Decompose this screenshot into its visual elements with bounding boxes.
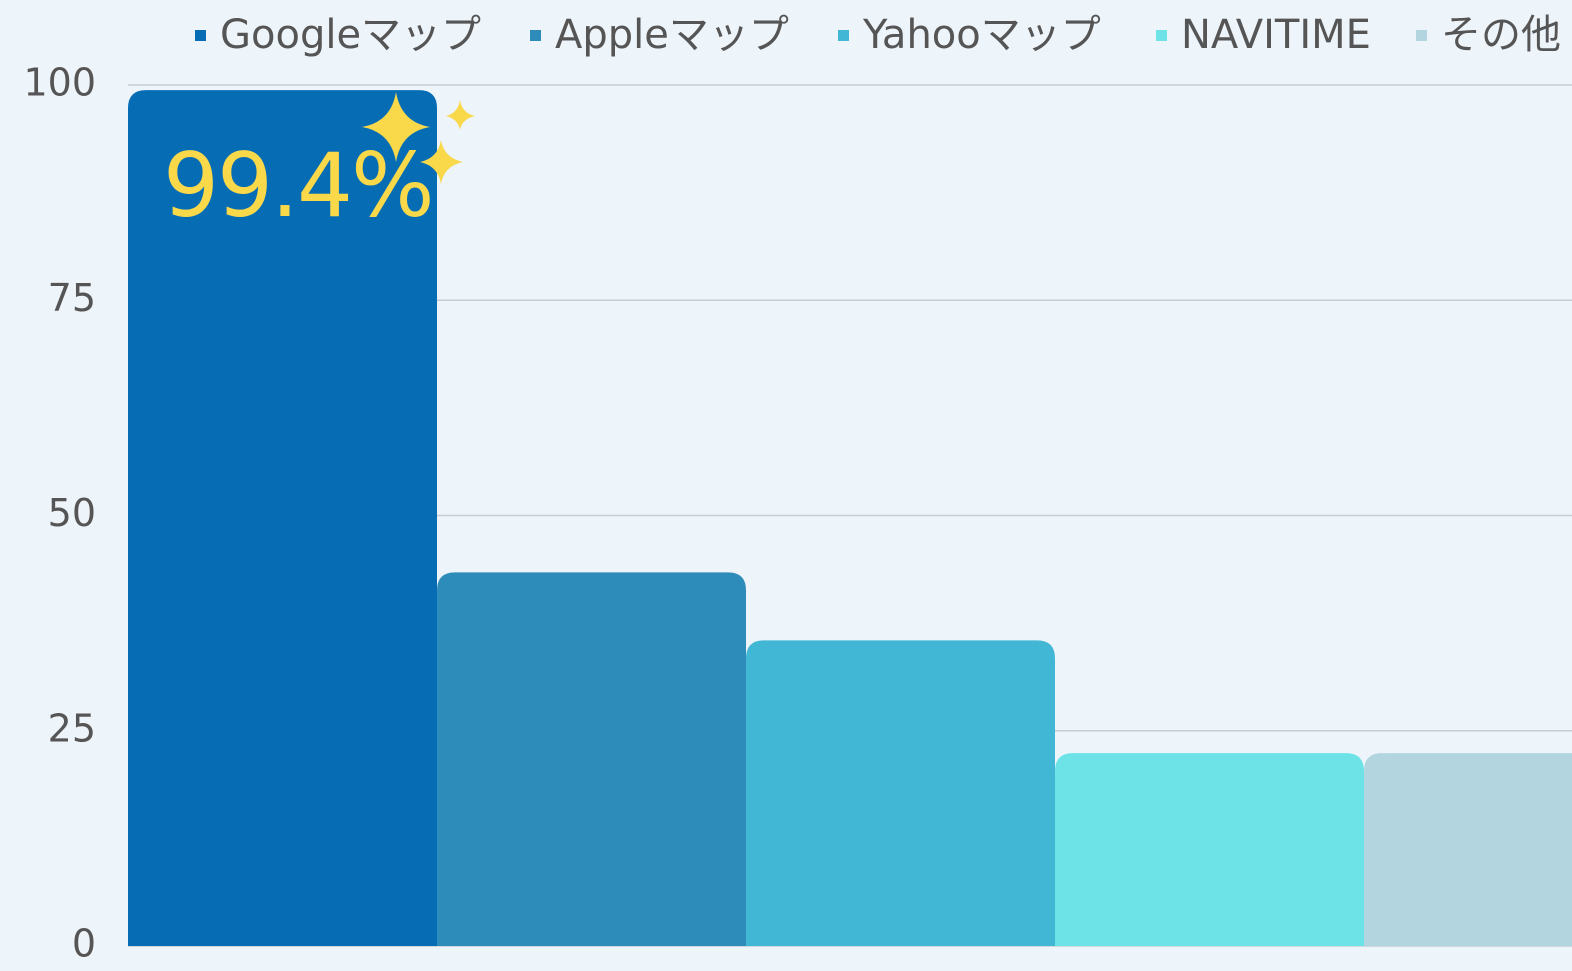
bar [128, 90, 437, 946]
legend-marker [195, 30, 206, 41]
legend-label: その他 [1441, 12, 1561, 58]
legend-marker [530, 30, 541, 41]
legend-marker [1416, 30, 1427, 41]
legend-label: Appleマップ [555, 12, 789, 58]
data-label: 99.4% [163, 134, 433, 237]
legend-label: Yahooマップ [862, 12, 1101, 58]
sparkle [446, 100, 475, 130]
y-tick-label: 100 [23, 61, 96, 105]
bar [437, 572, 746, 946]
sparkle [420, 140, 463, 184]
bar [1055, 753, 1364, 946]
y-tick-label: 50 [48, 491, 96, 535]
legend-marker [1156, 30, 1167, 41]
legend-label: Googleマップ [220, 12, 481, 58]
y-tick-label: 0 [72, 922, 96, 966]
labels: 0 25 50 75 100 Googleマップ Appleマップ Yahooマップ NAVIT… [23, 12, 1561, 966]
y-tick-label: 25 [48, 706, 96, 750]
y-tick-label: 75 [48, 276, 96, 320]
legend-marker [838, 30, 849, 41]
bar [746, 640, 1055, 946]
legend-label: NAVITIME [1181, 12, 1371, 58]
bars [128, 90, 1572, 946]
sparkles [362, 92, 475, 184]
sparkle [362, 92, 430, 162]
bar [1364, 753, 1572, 946]
